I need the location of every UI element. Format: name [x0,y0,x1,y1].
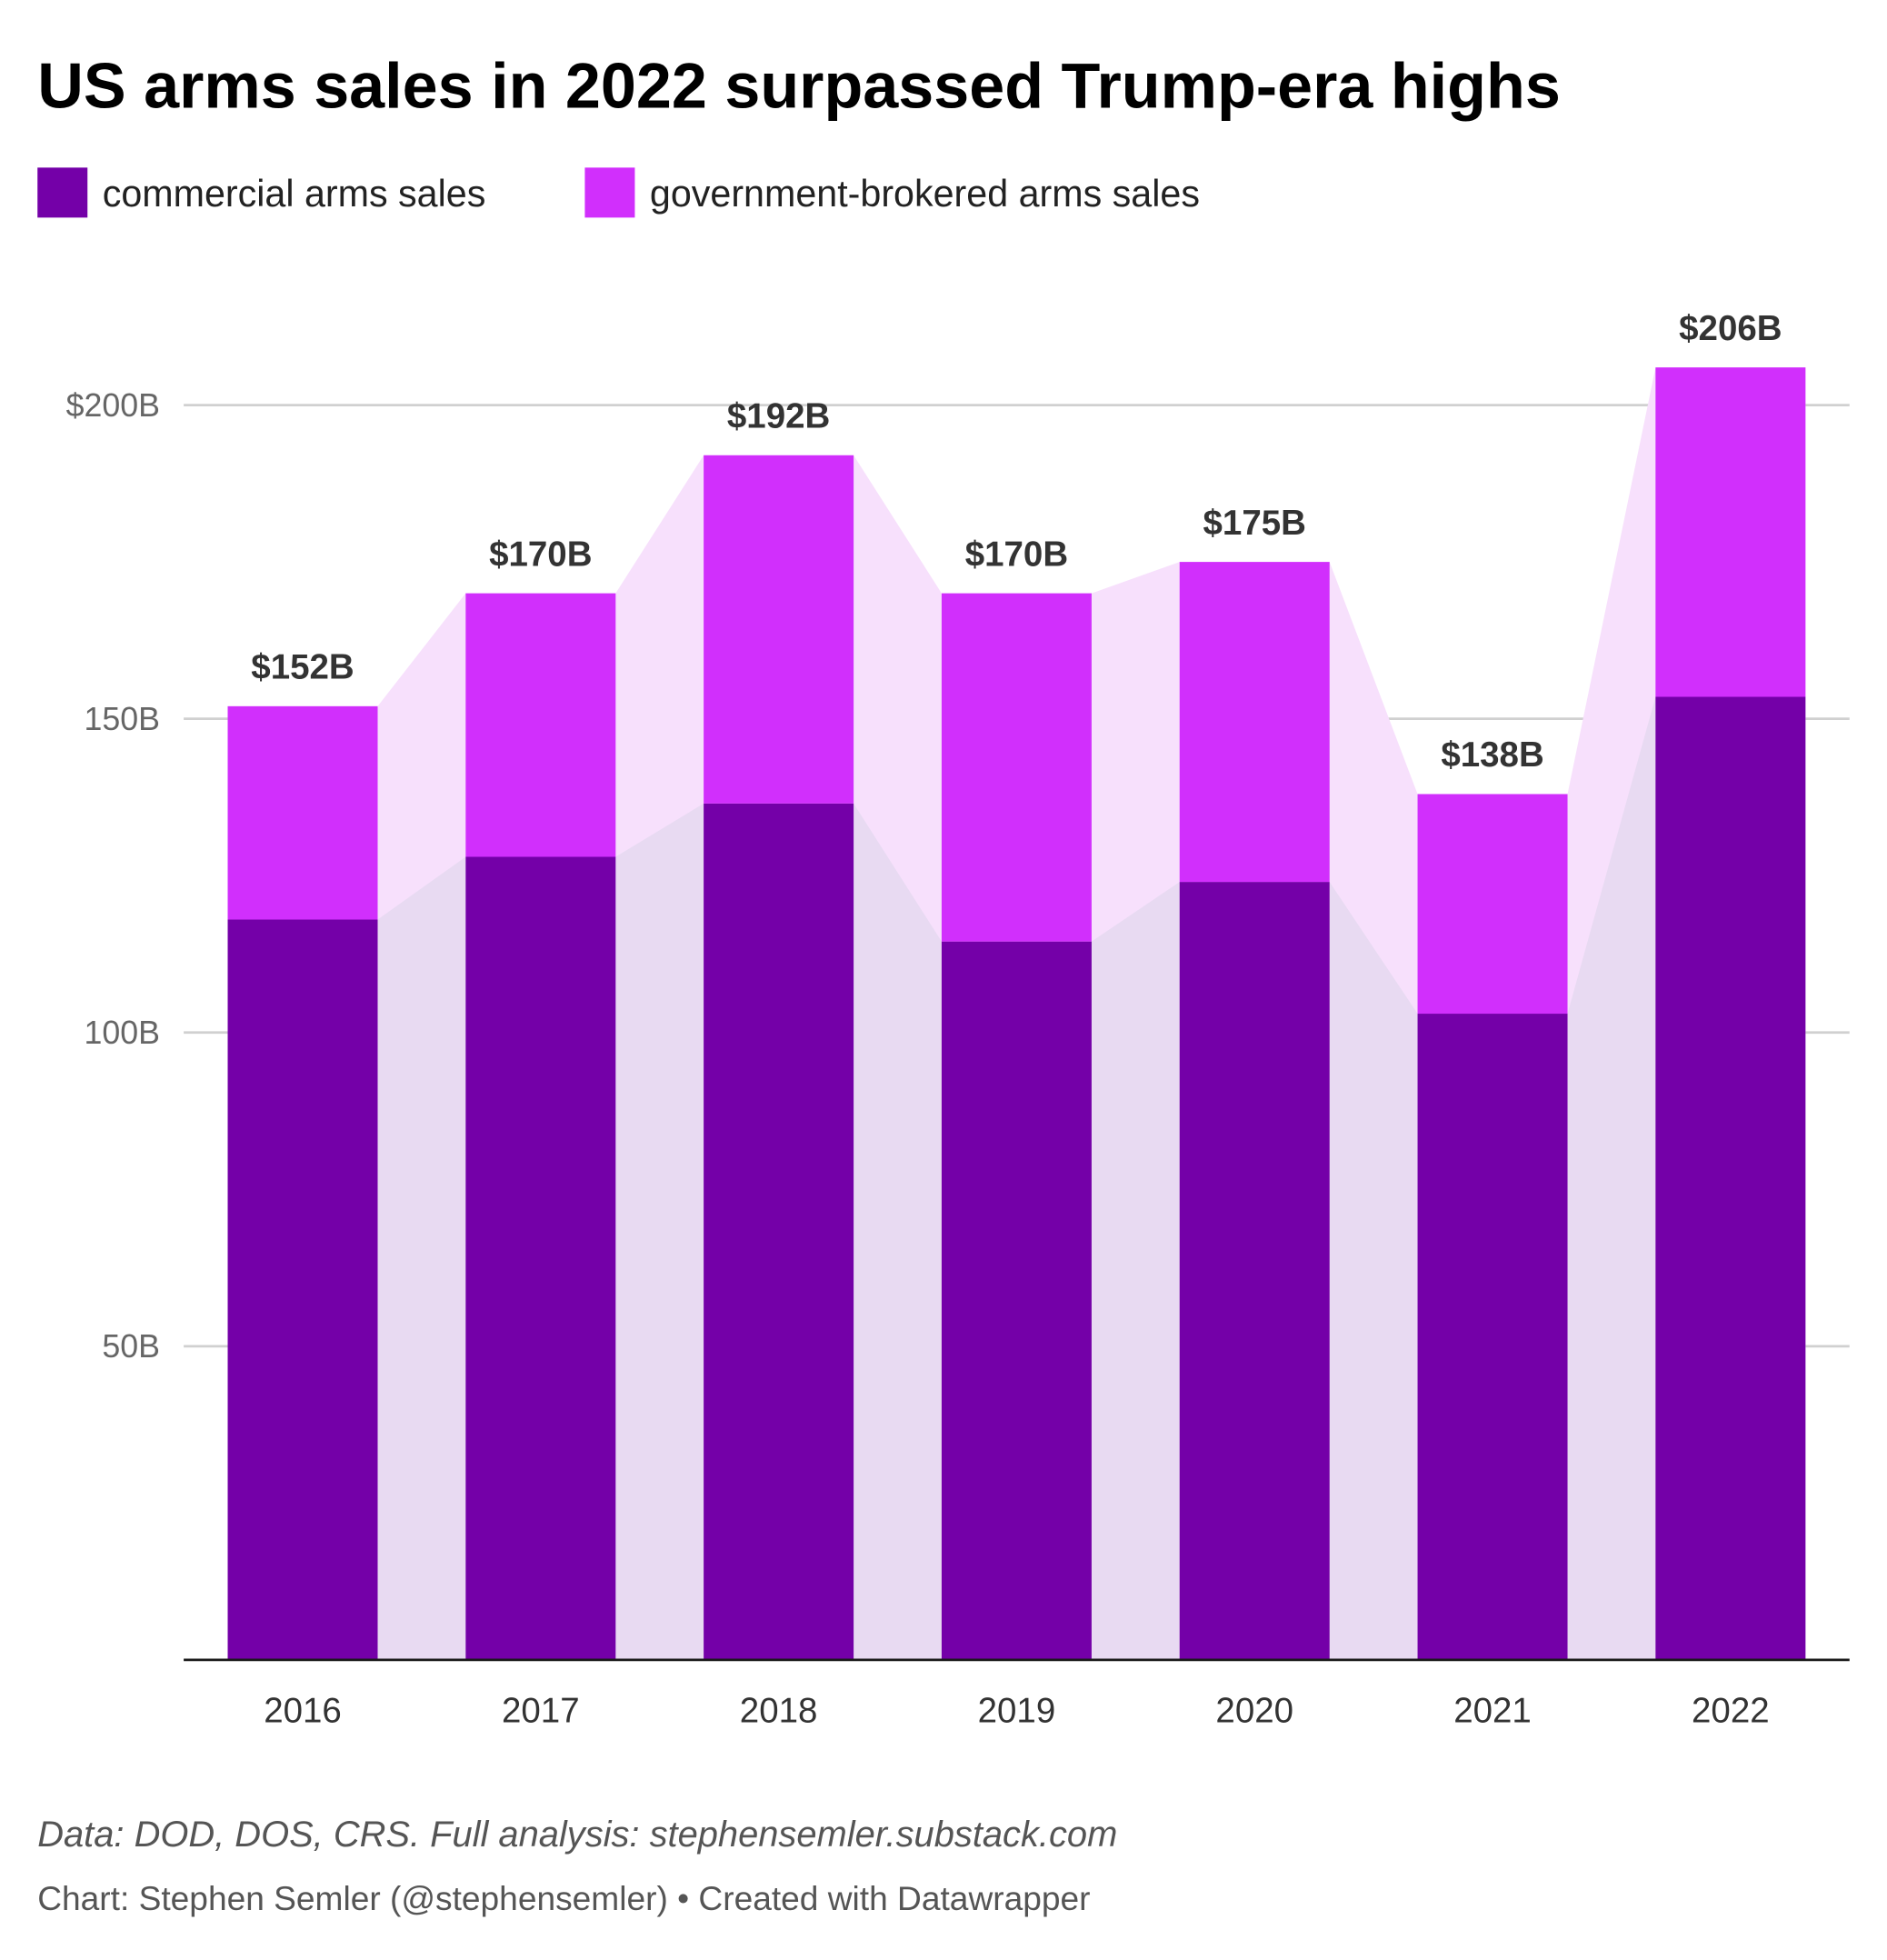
legend-label-commercial: commercial arms sales [103,173,486,215]
legend: commercial arms sales government-brokere… [37,167,1200,218]
legend-swatch-commercial [37,167,88,218]
value-label-2016: $152B [251,648,354,687]
value-label-2021: $138B [1441,735,1543,775]
value-label-2019: $170B [965,535,1068,574]
credit-note: Chart: Stephen Semler (@stephensemler) •… [37,1879,1090,1917]
y-tick-label: $200B [66,387,160,424]
legend-swatch-government [584,167,635,218]
x-tick-label-2018: 2018 [740,1692,818,1731]
y-tick-label: 150B [85,701,160,737]
x-tick-label-2021: 2021 [1453,1692,1532,1731]
source-note: Data: DOD, DOS, CRS. Full analysis: step… [37,1815,1117,1855]
x-axis-ticks: 2016 2017 2018 2019 2020 2021 2022 [264,1692,1769,1731]
value-label-2020: $175B [1203,504,1306,543]
x-tick-label-2016: 2016 [264,1692,342,1731]
bar-government-2018 [704,455,854,804]
chart-title: US arms sales in 2022 surpassed Trump-er… [37,50,1561,121]
x-tick-label-2019: 2019 [978,1692,1056,1731]
y-tick-label: 50B [102,1328,160,1365]
legend-label-government: government-brokered arms sales [650,173,1200,215]
value-label-2018: $192B [727,397,830,436]
bar-commercial-2019 [941,941,1092,1660]
bar-government-2019 [941,593,1092,942]
bar-commercial-2016 [227,919,378,1660]
bar-commercial-2018 [704,803,854,1660]
bar-government-2016 [227,705,378,920]
x-tick-label-2017: 2017 [502,1692,580,1731]
bar-commercial-2021 [1417,1014,1568,1660]
bar-government-2020 [1179,562,1330,883]
value-label-2017: $170B [489,535,592,574]
bar-government-2017 [465,593,616,857]
x-tick-label-2020: 2020 [1215,1692,1293,1731]
bar-commercial-2020 [1179,882,1330,1660]
value-label-2022: $206B [1679,309,1782,348]
bar-commercial-2017 [465,856,616,1660]
x-tick-label-2022: 2022 [1692,1692,1770,1731]
bar-government-2021 [1417,794,1568,1015]
bars [227,367,1806,1660]
y-tick-label: 100B [85,1015,160,1051]
bar-commercial-2022 [1655,696,1806,1660]
bar-government-2022 [1655,367,1806,697]
value-labels: $152B $170B $192B $170B $175B $138B $206B [251,309,1782,775]
